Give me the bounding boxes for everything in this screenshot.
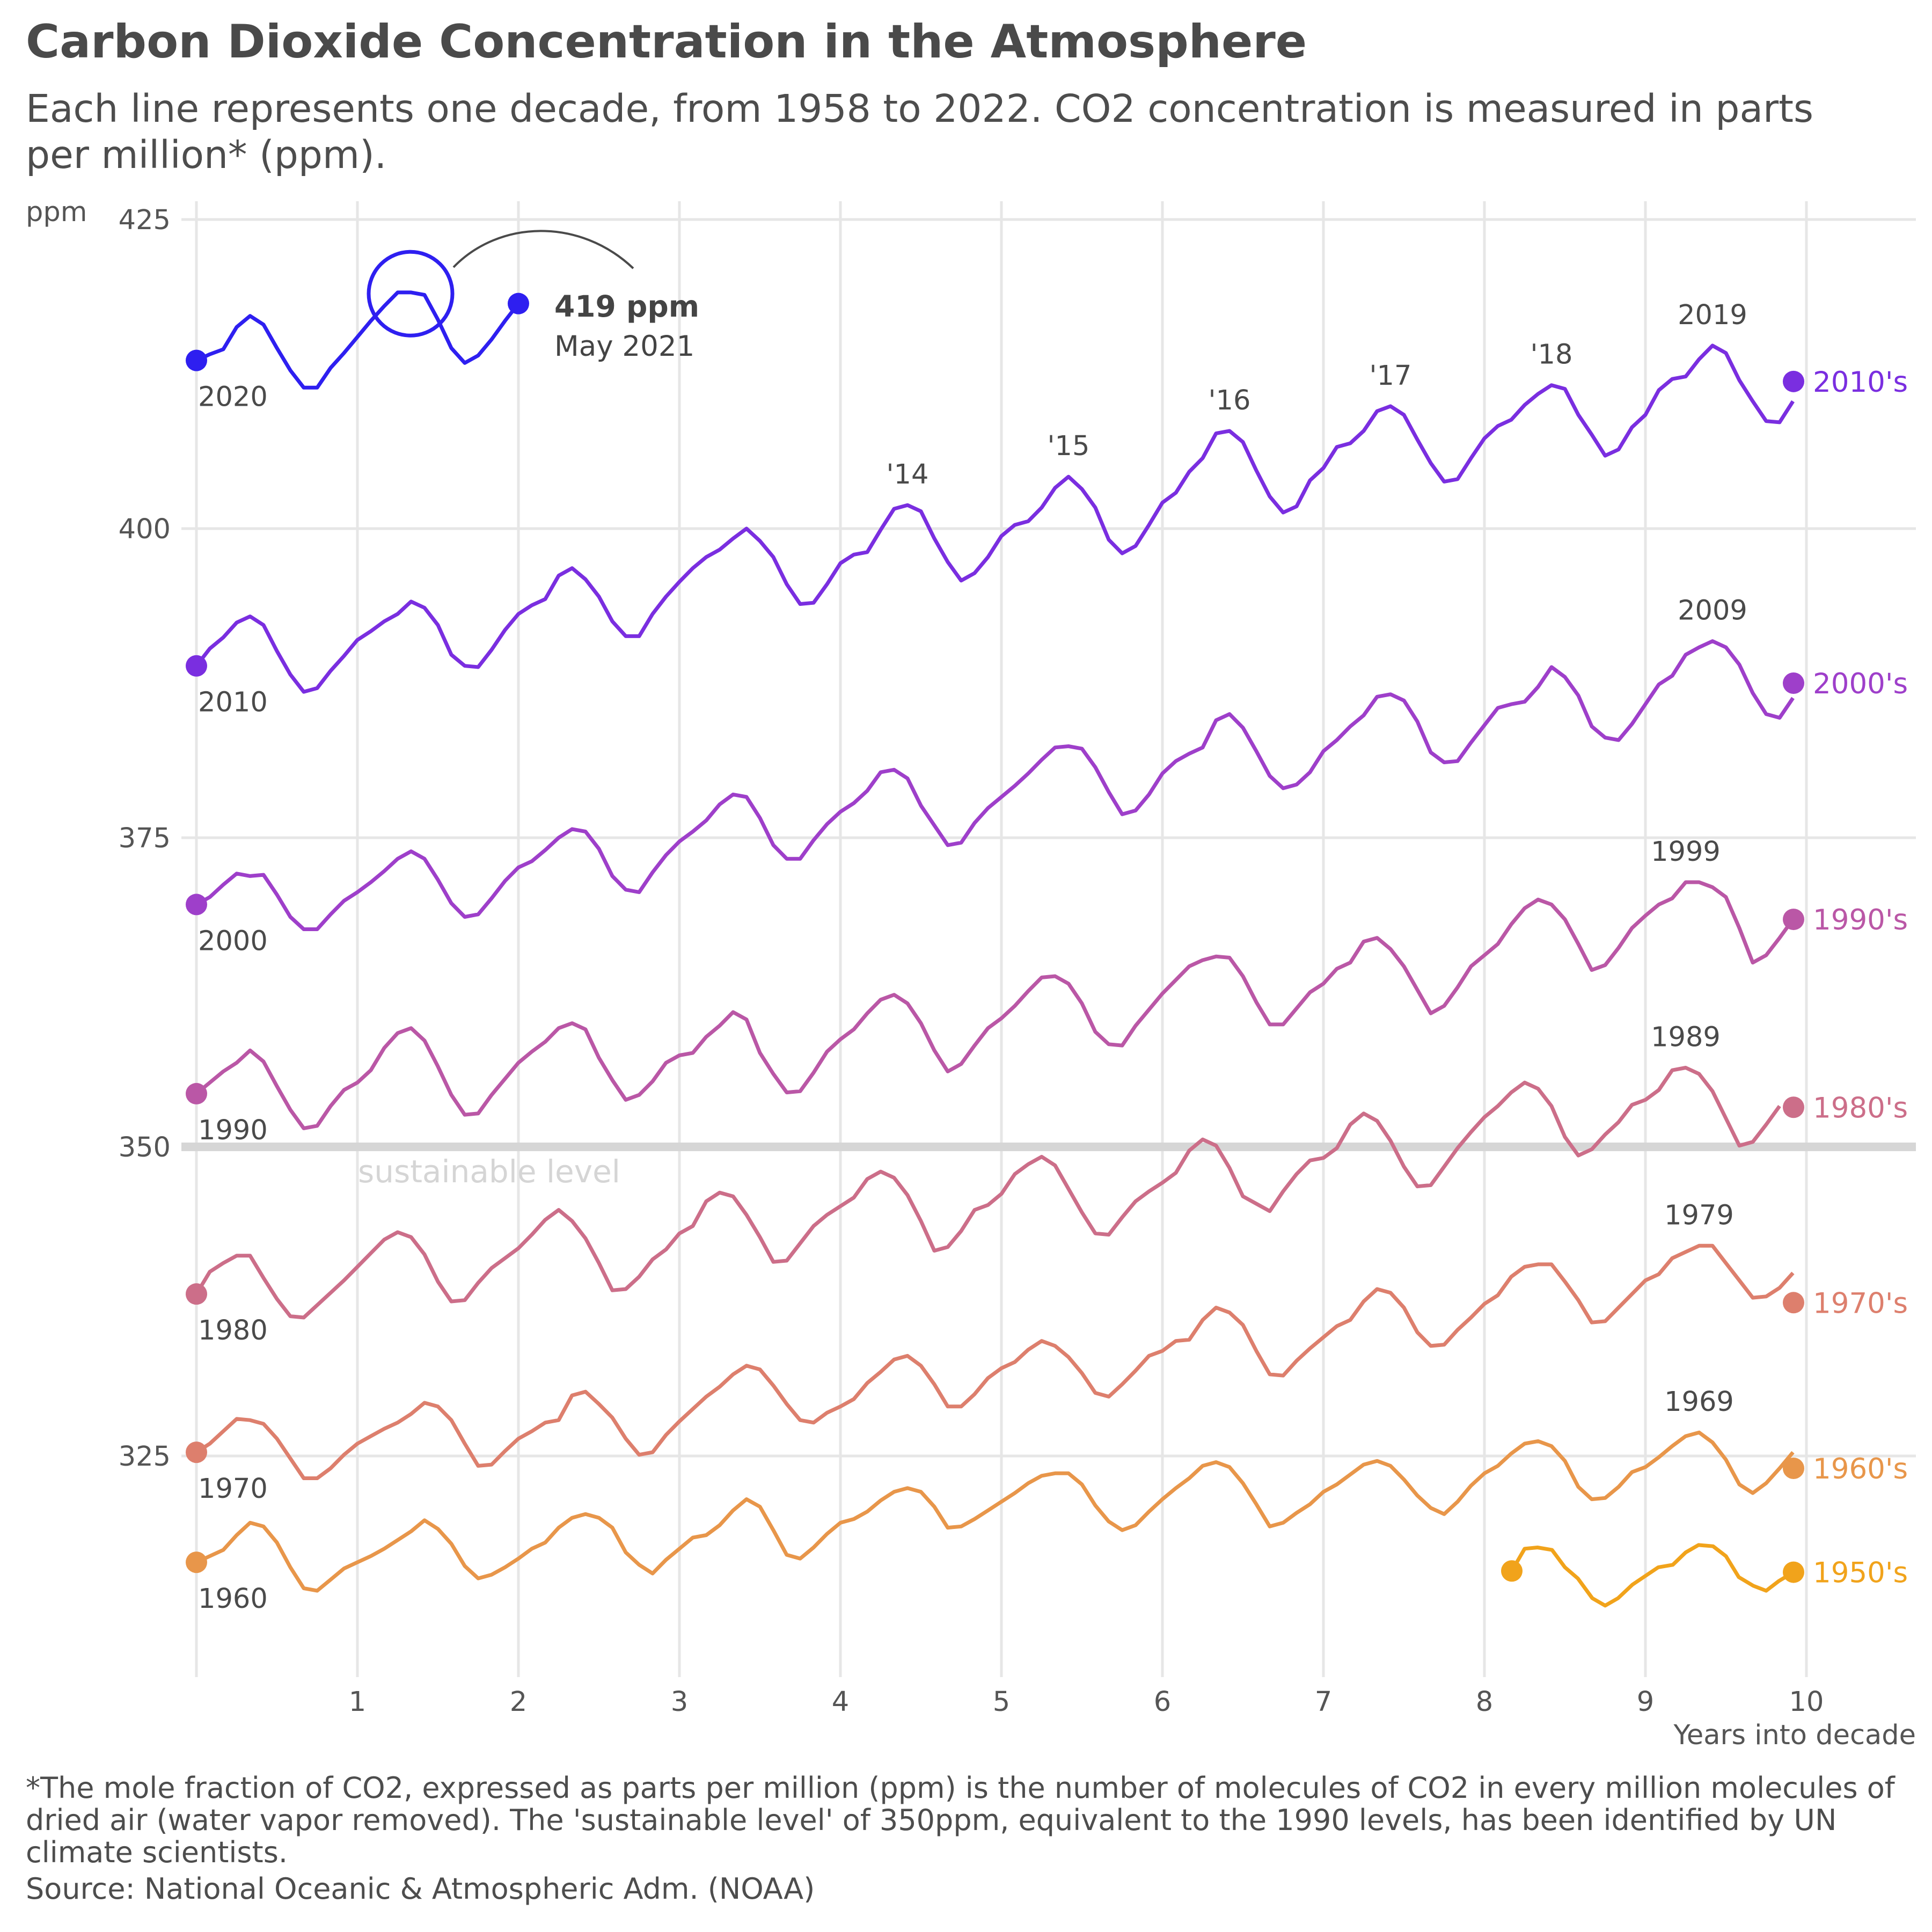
- sustainable-level-label: sustainable level: [358, 1153, 620, 1190]
- series-line: [195, 1243, 1795, 1480]
- series-end-dot: [1783, 1096, 1804, 1118]
- y-tick-label: 325: [119, 1441, 171, 1473]
- y-axis-label: ppm: [26, 196, 87, 228]
- series-start-dot: [186, 894, 207, 916]
- x-tick-label: 9: [1637, 1686, 1654, 1718]
- year-peak-label: '14: [887, 459, 929, 491]
- year-peak-label: '17: [1370, 360, 1412, 392]
- peak-year-label: 2009: [1678, 595, 1747, 627]
- year-peak-label: '16: [1209, 385, 1251, 416]
- x-tick-label: 1: [349, 1686, 366, 1718]
- series-end-dot: [1783, 1561, 1804, 1583]
- y-axis-ticks: 325 350 375 400 425: [119, 204, 171, 1473]
- series-end-dot: [1783, 909, 1804, 931]
- decade-label: 1950's: [1813, 1557, 1908, 1590]
- y-tick-label: 425: [119, 204, 171, 236]
- series-line: [195, 290, 520, 390]
- x-tick-label: 3: [671, 1686, 688, 1718]
- series-end-dot: [1783, 672, 1804, 694]
- series-start-label: 1970: [198, 1473, 268, 1505]
- series-line: [195, 1066, 1781, 1320]
- y-tick-label: 400: [119, 514, 171, 545]
- max-highlight-ring: [367, 250, 455, 338]
- series-start-dot: [186, 1552, 207, 1574]
- peak-year-label: 1979: [1664, 1199, 1734, 1231]
- series-start-label: 2010: [198, 687, 268, 719]
- series-start-dot: [1501, 1560, 1523, 1582]
- chart-title: Carbon Dioxide Concentration in the Atmo…: [26, 15, 1307, 69]
- decade-label: 2000's: [1813, 668, 1908, 700]
- peak-year-label: 1969: [1664, 1386, 1734, 1418]
- year-peak-label: '15: [1048, 430, 1090, 462]
- max-annotation: 419 ppm May 2021: [452, 230, 699, 363]
- series-end-dot: [1783, 370, 1804, 392]
- decade-label: 1970's: [1813, 1287, 1908, 1320]
- series-start-label: 1990: [198, 1115, 268, 1146]
- series-start-label: 2000: [198, 925, 268, 957]
- x-tick-label: 7: [1315, 1686, 1332, 1718]
- series-line: [195, 1430, 1795, 1593]
- annotation-connector: [452, 230, 634, 269]
- peak-year-label: 2019: [1678, 299, 1747, 331]
- series-start-label: 1960: [198, 1583, 268, 1615]
- source-note: Source: National Oceanic & Atmospheric A…: [26, 1872, 815, 1906]
- series-start-label: 2020: [198, 382, 268, 413]
- decade-label: 1980's: [1813, 1092, 1908, 1124]
- y-tick-label: 375: [119, 823, 171, 854]
- series-start-dot: [186, 1082, 207, 1104]
- x-axis-ticks: 1 2 3 4 5 6 7 8 9 10: [349, 1686, 1824, 1718]
- grid: [181, 201, 1916, 1677]
- annotation-value: 419 ppm: [554, 289, 699, 324]
- series-lines: [186, 250, 1804, 1608]
- series-end-dot: [1783, 1458, 1804, 1480]
- decade-label: 2010's: [1813, 366, 1908, 399]
- series-start-dot: [186, 1283, 207, 1305]
- series-labels: 1950's 1960 1960's 1969 1970 1970's 1979 1980 19…: [198, 299, 1908, 1615]
- x-tick-label: 4: [832, 1686, 849, 1718]
- x-axis-label: Years into decade: [1673, 1719, 1916, 1751]
- series-start-dot: [186, 1441, 207, 1463]
- series-line: [195, 880, 1795, 1130]
- chart-subtitle: Each line represents one decade, from 19…: [26, 86, 1814, 177]
- peak-year-label: 1989: [1651, 1022, 1721, 1053]
- y-tick-label: 350: [119, 1132, 171, 1163]
- series-end-dot: [1783, 1292, 1804, 1314]
- series-start-label: 1980: [198, 1315, 268, 1346]
- x-tick-label: 8: [1476, 1686, 1493, 1718]
- decade-label: 1960's: [1813, 1453, 1908, 1485]
- x-tick-label: 5: [993, 1686, 1010, 1718]
- x-tick-label: 2: [510, 1686, 527, 1718]
- decade-label: 1990's: [1813, 904, 1908, 936]
- series-line: [195, 639, 1795, 931]
- series-line: [195, 343, 1795, 694]
- peak-year-label: 1999: [1651, 836, 1721, 868]
- annotation-date: May 2021: [554, 330, 694, 363]
- year-peak-label: '18: [1531, 339, 1573, 371]
- x-tick-label: 10: [1789, 1686, 1824, 1718]
- series-end-dot: [508, 292, 529, 314]
- footnote: *The mole fraction of CO2, expressed as …: [26, 1771, 1895, 1869]
- x-tick-label: 6: [1154, 1686, 1171, 1718]
- series-start-dot: [186, 655, 207, 677]
- series-start-dot: [186, 349, 207, 371]
- series-line: [1510, 1543, 1795, 1608]
